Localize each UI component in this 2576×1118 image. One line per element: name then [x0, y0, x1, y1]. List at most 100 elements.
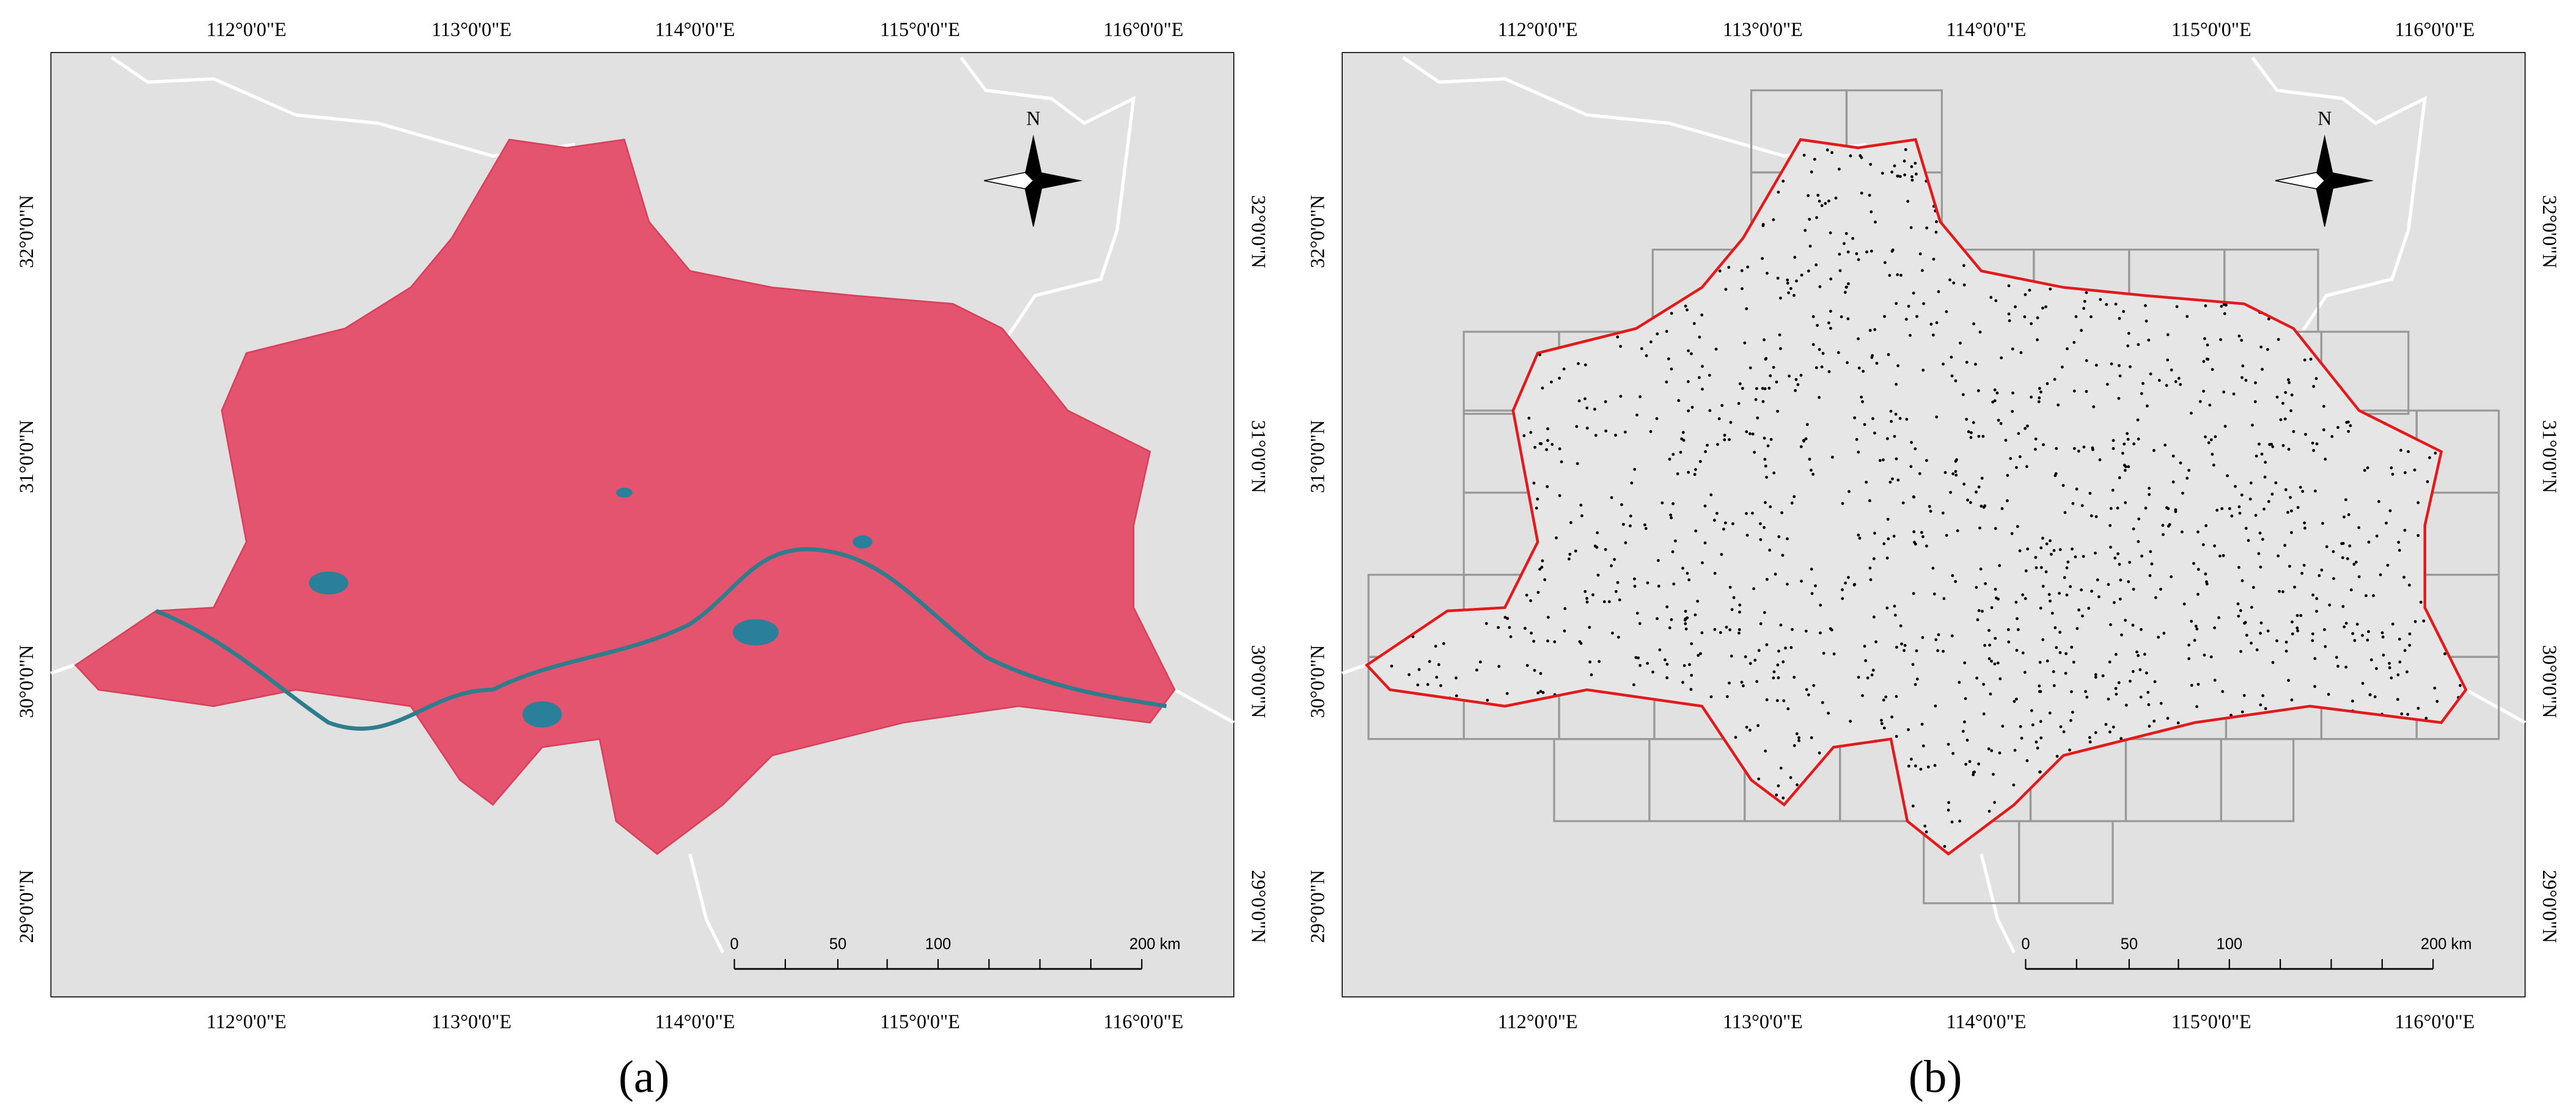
sample-point	[2112, 601, 2116, 604]
sample-point	[1776, 663, 1780, 667]
sample-point	[1687, 470, 1690, 474]
sample-point	[2139, 695, 2143, 699]
sample-point	[2434, 451, 2437, 455]
sample-point	[2375, 534, 2379, 538]
sample-point	[1428, 660, 1431, 663]
sample-point	[2311, 441, 2314, 445]
sample-point	[2127, 332, 2130, 335]
sample-point	[1821, 701, 1824, 704]
sample-point	[1755, 387, 1758, 390]
sample-point	[2349, 424, 2352, 428]
sample-point	[1949, 491, 1953, 494]
sample-point	[2036, 316, 2039, 320]
sample-point	[1764, 749, 1767, 753]
sample-point	[1868, 194, 1871, 197]
sample-point	[2148, 574, 2152, 577]
sample-point	[1903, 173, 1907, 177]
sample-point	[1994, 596, 1998, 600]
sample-point	[1455, 676, 1458, 680]
sample-point	[2330, 435, 2334, 438]
sample-point	[1745, 307, 1749, 310]
north-arrow	[2324, 172, 2374, 189]
sample-point	[1782, 796, 1785, 800]
latitude-label: 30°0'0"N	[15, 645, 37, 718]
sample-point	[1827, 370, 1831, 373]
sample-point	[1755, 680, 1759, 683]
sample-point	[2037, 400, 2041, 403]
sample-point	[1857, 533, 1860, 537]
sample-point	[2001, 725, 2005, 728]
sample-point	[1880, 718, 1883, 722]
sample-point	[1536, 691, 1540, 695]
sample-point	[1896, 478, 1900, 482]
sample-point	[1846, 250, 1850, 254]
sample-point	[1751, 433, 1755, 436]
north-label: N	[1026, 107, 1040, 129]
sample-point	[2148, 725, 2151, 728]
sample-point	[1688, 663, 1691, 667]
sample-point	[1772, 471, 1776, 475]
sample-point	[2367, 630, 2370, 634]
sample-point	[1815, 263, 1818, 267]
sample-point	[1954, 459, 1958, 463]
sample-point	[1696, 599, 1700, 603]
sample-point	[2408, 632, 2412, 636]
sample-point	[1987, 657, 1991, 660]
sample-point	[2266, 348, 2269, 351]
sample-point	[1890, 715, 1894, 719]
sample-point	[1950, 374, 1954, 378]
sample-point	[2019, 725, 2022, 728]
north-label: N	[2317, 107, 2332, 129]
sample-point	[2416, 706, 2420, 710]
sample-point	[1656, 617, 1659, 621]
sample-point	[1914, 682, 1917, 686]
sample-point	[2036, 338, 2039, 342]
sample-point	[1532, 640, 1536, 643]
sample-point	[1979, 568, 1983, 571]
sample-point	[1872, 615, 1876, 619]
sample-point	[2245, 634, 2248, 637]
sample-point	[1560, 460, 1563, 464]
sample-point	[1895, 457, 1898, 461]
sample-point	[1869, 163, 1873, 166]
sample-point	[1772, 218, 1775, 222]
sample-point	[2379, 573, 2382, 577]
sample-point	[1786, 282, 1789, 285]
sample-point	[1630, 481, 1634, 485]
sample-point	[1697, 376, 1701, 379]
sample-point	[2366, 466, 2369, 470]
sample-point	[2005, 499, 2009, 503]
sample-point	[1738, 628, 1741, 632]
sample-point	[2118, 476, 2121, 480]
sample-point	[2112, 447, 2115, 450]
sample-point	[1664, 658, 1667, 662]
sample-point	[1929, 323, 1933, 326]
sample-point	[2426, 480, 2429, 483]
sample-point	[2094, 676, 2097, 679]
sample-point	[2187, 643, 2191, 647]
sample-point	[1527, 416, 1531, 420]
sample-point	[1522, 434, 1526, 437]
sample-point	[2025, 465, 2028, 469]
sample-point	[1909, 758, 1913, 761]
sample-point	[1802, 439, 1805, 443]
sample-point	[1858, 536, 1862, 540]
sample-point	[2290, 698, 2294, 702]
sample-point	[1972, 322, 1975, 326]
sample-point	[2264, 461, 2267, 464]
sample-point	[2092, 405, 2096, 409]
sample-point	[2204, 572, 2207, 575]
sample-point	[2237, 566, 2240, 569]
sample-point	[1961, 729, 1965, 733]
sample-point	[1790, 501, 1794, 505]
sample-point	[2357, 526, 2361, 530]
sample-point	[2112, 725, 2115, 729]
sample-point	[2344, 498, 2347, 502]
sample-point	[1665, 380, 1668, 384]
sample-point	[1616, 581, 1620, 584]
sample-point	[1873, 431, 1876, 435]
sample-point	[1540, 566, 1544, 569]
sample-point	[2109, 506, 2113, 510]
longitude-label: 112°0'0"E	[207, 18, 287, 40]
sample-point	[1684, 622, 1687, 626]
